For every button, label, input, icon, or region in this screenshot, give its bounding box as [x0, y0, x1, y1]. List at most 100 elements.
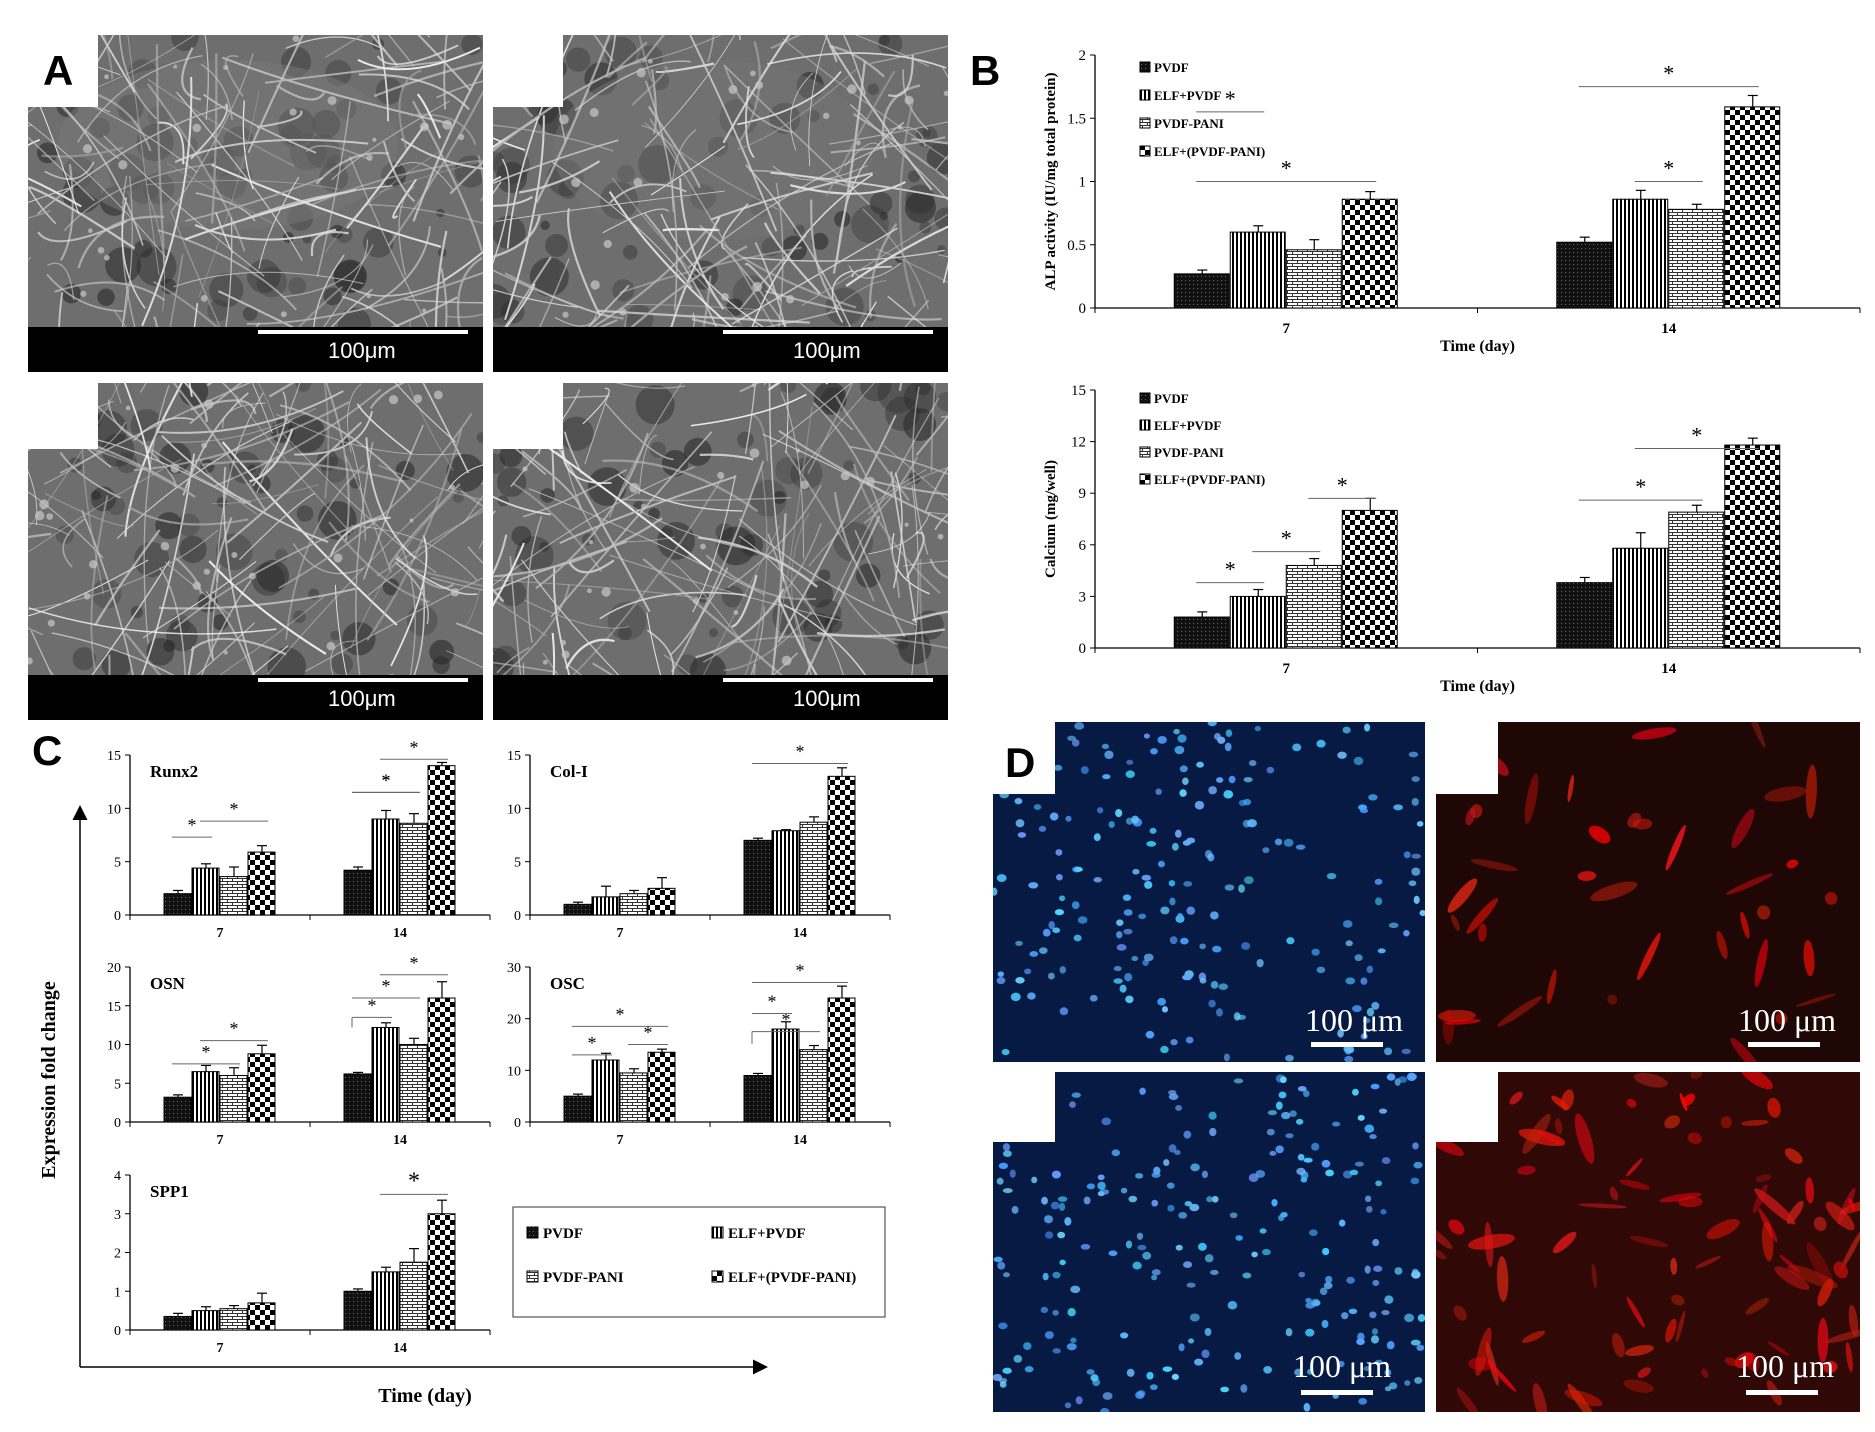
nucleus [1183, 1130, 1192, 1139]
sem-pore [904, 191, 936, 223]
spp1-chart: 0 1 2 3 4 7 14 * SPP1 [114, 1168, 491, 1356]
nucleus [1177, 734, 1187, 743]
nanofiber [190, 103, 229, 160]
chart-title: OSN [150, 974, 186, 993]
nucleus [1370, 1083, 1380, 1090]
nanofiber [849, 104, 948, 201]
sem-pore [493, 284, 512, 319]
nucleus [1326, 872, 1337, 880]
nanofiber [722, 35, 791, 144]
x-tick-label: 14 [1661, 321, 1677, 337]
y-tick-label: 0 [514, 909, 521, 924]
x-tick-label: 14 [393, 1341, 407, 1356]
sem-pore [130, 409, 163, 442]
nanofiber [551, 161, 693, 289]
sem-particle [590, 280, 600, 290]
actin-filament [1577, 871, 1597, 881]
actin-filament [1823, 1360, 1838, 1374]
sem-pore [587, 467, 627, 506]
actin-filament [1633, 1072, 1668, 1088]
nanofiber [443, 250, 483, 282]
nanofiber [638, 35, 653, 82]
nanofiber [251, 645, 289, 675]
actin-filament [1623, 1379, 1654, 1393]
nanofiber [738, 41, 761, 143]
sem-particle [223, 650, 228, 655]
nanofiber [143, 384, 170, 644]
actin-filament [1833, 1261, 1848, 1279]
nucleus [1218, 983, 1229, 991]
nucleus [1041, 1196, 1048, 1205]
nanofiber [219, 596, 325, 675]
nanofiber [559, 475, 737, 545]
actin-filament [1786, 859, 1799, 869]
nucleus [1248, 760, 1257, 767]
nucleus [1132, 1261, 1142, 1270]
nucleus [1190, 1163, 1200, 1172]
nanofiber [62, 518, 85, 568]
sem-pore [335, 226, 353, 243]
nanofiber [752, 663, 757, 675]
nanofiber [349, 155, 429, 327]
nanofiber [854, 35, 930, 67]
sem-particle [231, 551, 238, 559]
nucleus [1280, 1111, 1291, 1120]
nucleus [1311, 1142, 1320, 1151]
sem-pore [625, 304, 654, 327]
nanofiber [456, 622, 483, 636]
nucleus [1242, 1272, 1252, 1279]
nucleus [1146, 1371, 1154, 1380]
nanofiber [100, 35, 136, 93]
scale-bar [1301, 1390, 1373, 1395]
y-axis-label: Calcium (mg/well) [1043, 460, 1059, 578]
actin-filament [1607, 994, 1618, 1005]
nucleus [1275, 1101, 1283, 1110]
actin-filament [1745, 722, 1766, 748]
nanofiber [493, 139, 619, 185]
nanofiber [430, 576, 483, 591]
nucleus [1055, 873, 1063, 881]
nanofiber [844, 142, 884, 167]
actin-filament [1436, 1226, 1453, 1250]
nanofiber [394, 561, 429, 625]
nanofiber [691, 318, 759, 327]
nanofiber [28, 210, 51, 219]
nucleus [1386, 1341, 1395, 1350]
legend-swatch [526, 1270, 539, 1283]
nanofiber [609, 554, 842, 621]
nucleus [1404, 1380, 1411, 1386]
nuclei-stain [993, 722, 1425, 1062]
significance-star: * [382, 770, 391, 790]
bar [563, 903, 592, 916]
nucleus [1144, 880, 1153, 889]
actin-filament [1590, 881, 1638, 902]
nanofiber [122, 175, 133, 326]
bar [427, 997, 456, 1123]
nucleus [1338, 1219, 1346, 1227]
nanofiber [146, 83, 246, 252]
sem-particle [619, 308, 627, 316]
nanofiber [387, 90, 483, 247]
actin-filament [1775, 1012, 1788, 1025]
nanofiber [493, 661, 558, 674]
nucleus [1371, 1001, 1380, 1010]
nucleus [1294, 1368, 1303, 1377]
y-tick-label: 9 [1079, 486, 1087, 502]
actin-filament [1767, 1097, 1781, 1118]
nucleus [1120, 1332, 1129, 1339]
nucleus [1349, 1169, 1359, 1176]
nucleus [1259, 1228, 1267, 1234]
actin-filament [1784, 1148, 1803, 1164]
nanofiber [528, 488, 765, 596]
nanofiber [496, 190, 725, 222]
nucleus [1160, 906, 1170, 915]
actin-filament [1734, 1352, 1754, 1369]
x-tick-label: 7 [617, 926, 624, 941]
nucleus [1243, 876, 1254, 885]
nucleus [1045, 1231, 1054, 1239]
sem-particle [409, 518, 414, 523]
actin-filament [1805, 764, 1817, 819]
nanofiber [211, 564, 221, 659]
nucleus [1042, 928, 1051, 937]
nanofiber [626, 304, 764, 311]
